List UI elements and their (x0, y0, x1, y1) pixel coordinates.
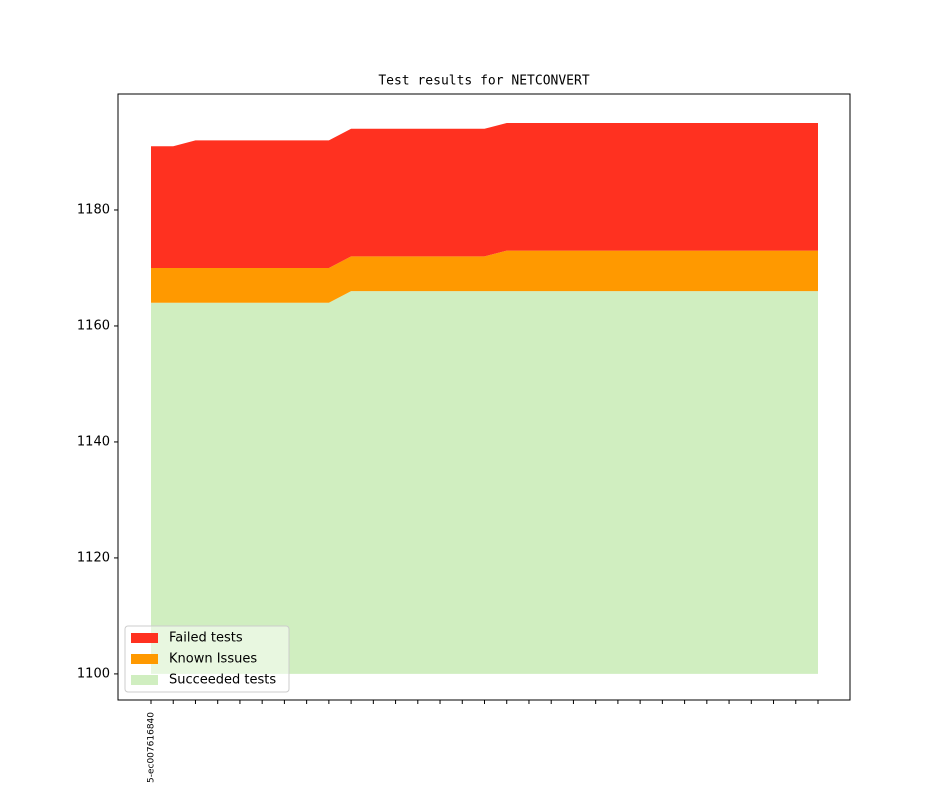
y-tick-label: 1140 (77, 434, 110, 449)
chart-title: Test results for NETCONVERT (378, 74, 589, 89)
y-tick-label: 1120 (77, 550, 110, 565)
area (151, 291, 818, 674)
area (151, 122, 818, 268)
legend: Failed tests Known Issues Succeeded tests (124, 625, 290, 693)
x-tick-label: 5-ec007616840 (147, 712, 157, 783)
y-tick-label: 1180 (77, 202, 110, 217)
legend-swatch (131, 675, 158, 685)
legend-label: Failed tests (169, 631, 243, 646)
y-tick-label: 1160 (77, 318, 110, 333)
legend-label: Known Issues (169, 652, 257, 667)
legend-box (124, 625, 290, 693)
legend-label: Succeeded tests (169, 673, 276, 688)
y-tick-label: 1100 (77, 666, 110, 681)
area (151, 250, 818, 303)
legend-swatch (131, 633, 158, 643)
legend-swatch (131, 654, 158, 664)
